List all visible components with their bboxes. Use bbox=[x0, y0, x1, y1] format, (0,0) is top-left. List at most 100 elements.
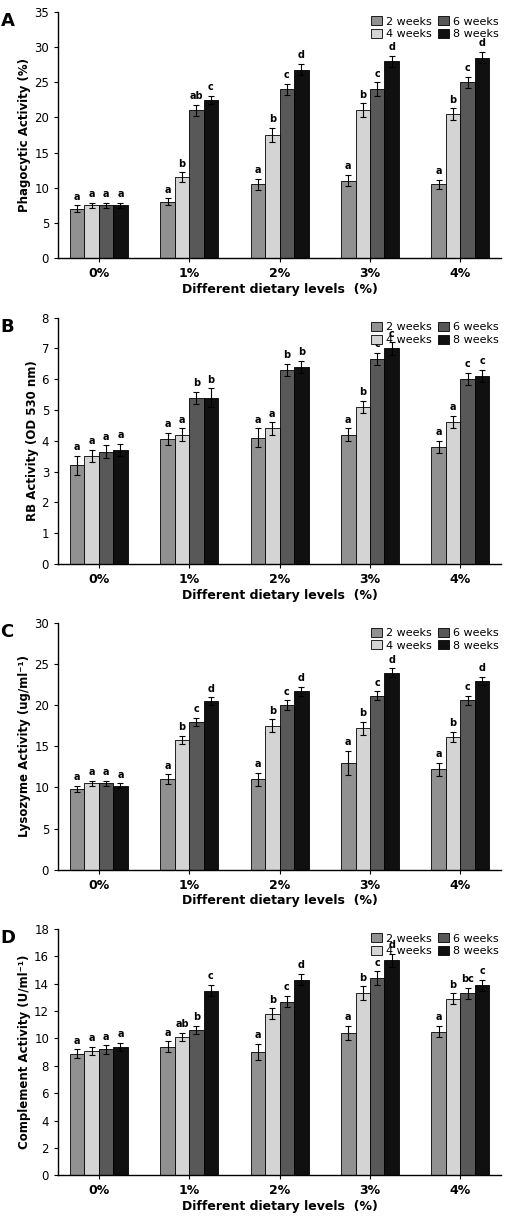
Text: a: a bbox=[435, 166, 442, 177]
Bar bbox=[446, 113, 460, 259]
Text: a: a bbox=[255, 759, 261, 769]
Bar bbox=[265, 135, 279, 259]
Bar bbox=[460, 379, 475, 564]
Text: a: a bbox=[88, 437, 95, 447]
Bar bbox=[370, 359, 385, 564]
Bar bbox=[113, 205, 128, 259]
Text: a: a bbox=[103, 189, 109, 199]
Text: b: b bbox=[178, 159, 185, 168]
Bar bbox=[446, 422, 460, 564]
Text: a: a bbox=[164, 760, 171, 771]
Text: a: a bbox=[164, 420, 171, 429]
Text: b: b bbox=[193, 378, 200, 388]
Text: c: c bbox=[465, 63, 470, 73]
Text: ab: ab bbox=[175, 1019, 189, 1030]
Bar bbox=[70, 789, 84, 870]
Text: a: a bbox=[117, 1028, 124, 1039]
Text: c: c bbox=[374, 68, 380, 78]
Y-axis label: Lysozyme Activity (ug/ml⁻¹): Lysozyme Activity (ug/ml⁻¹) bbox=[18, 655, 31, 837]
Text: D: D bbox=[1, 928, 16, 947]
Bar bbox=[189, 111, 204, 259]
Bar bbox=[370, 89, 385, 259]
X-axis label: Different dietary levels  (%): Different dietary levels (%) bbox=[182, 589, 377, 601]
Bar bbox=[431, 184, 446, 259]
Text: b: b bbox=[359, 90, 366, 100]
Bar bbox=[294, 367, 308, 564]
Text: a: a bbox=[74, 443, 80, 453]
Text: c: c bbox=[284, 982, 290, 992]
Bar bbox=[175, 1037, 189, 1175]
Text: c: c bbox=[208, 971, 214, 981]
Y-axis label: Phagocytic Activity (%): Phagocytic Activity (%) bbox=[18, 59, 31, 212]
Text: a: a bbox=[255, 1030, 261, 1041]
Bar bbox=[250, 438, 265, 564]
Bar bbox=[385, 672, 399, 870]
Bar bbox=[385, 349, 399, 564]
Y-axis label: Complement Activity (U/ml⁻¹): Complement Activity (U/ml⁻¹) bbox=[18, 955, 31, 1149]
Bar bbox=[175, 739, 189, 870]
Bar bbox=[99, 451, 113, 564]
Text: a: a bbox=[450, 403, 456, 412]
Text: a: a bbox=[255, 165, 261, 174]
Text: d: d bbox=[388, 939, 395, 950]
Text: c: c bbox=[479, 356, 485, 366]
Bar bbox=[431, 447, 446, 564]
Text: ab: ab bbox=[189, 92, 203, 101]
Text: c: c bbox=[284, 70, 290, 81]
Bar bbox=[70, 465, 84, 564]
Text: a: a bbox=[74, 1036, 80, 1046]
Text: a: a bbox=[103, 1032, 109, 1042]
Bar bbox=[160, 780, 175, 870]
Text: c: c bbox=[374, 958, 380, 967]
Bar bbox=[113, 1047, 128, 1175]
Bar bbox=[341, 181, 356, 259]
Text: a: a bbox=[88, 189, 95, 199]
Bar bbox=[250, 184, 265, 259]
Bar bbox=[175, 434, 189, 564]
Bar bbox=[204, 398, 218, 564]
Bar bbox=[189, 1030, 204, 1175]
Bar bbox=[356, 111, 370, 259]
Bar bbox=[113, 450, 128, 564]
Text: b: b bbox=[359, 708, 366, 719]
Bar bbox=[160, 201, 175, 259]
Bar bbox=[431, 1032, 446, 1175]
Bar bbox=[99, 1049, 113, 1175]
Text: a: a bbox=[435, 749, 442, 759]
Legend: 2 weeks, 4 weeks, 6 weeks, 8 weeks: 2 weeks, 4 weeks, 6 weeks, 8 weeks bbox=[369, 626, 500, 651]
Bar bbox=[250, 780, 265, 870]
Text: d: d bbox=[388, 41, 395, 52]
Bar bbox=[431, 770, 446, 870]
Text: b: b bbox=[269, 994, 276, 1005]
Bar bbox=[160, 1047, 175, 1175]
Bar bbox=[84, 1050, 99, 1175]
Bar bbox=[341, 762, 356, 870]
Text: a: a bbox=[74, 192, 80, 201]
Bar bbox=[279, 1002, 294, 1175]
Text: a: a bbox=[345, 415, 352, 425]
Text: b: b bbox=[178, 722, 185, 732]
Text: a: a bbox=[117, 189, 124, 199]
Bar bbox=[446, 999, 460, 1175]
Bar bbox=[160, 439, 175, 564]
Text: c: c bbox=[284, 687, 290, 697]
Text: b: b bbox=[269, 705, 276, 716]
Text: a: a bbox=[88, 767, 95, 777]
Bar bbox=[84, 456, 99, 564]
Bar bbox=[460, 700, 475, 870]
Text: d: d bbox=[298, 50, 305, 60]
Bar bbox=[204, 991, 218, 1175]
Text: d: d bbox=[479, 38, 486, 49]
Text: b: b bbox=[359, 387, 366, 396]
Text: c: c bbox=[479, 966, 485, 976]
Bar bbox=[341, 1033, 356, 1175]
Legend: 2 weeks, 4 weeks, 6 weeks, 8 weeks: 2 weeks, 4 weeks, 6 weeks, 8 weeks bbox=[369, 15, 500, 40]
Bar bbox=[294, 692, 308, 870]
Text: a: a bbox=[269, 409, 276, 418]
Bar bbox=[385, 61, 399, 259]
Text: a: a bbox=[117, 431, 124, 440]
Bar bbox=[204, 100, 218, 259]
Text: a: a bbox=[164, 1027, 171, 1037]
Text: d: d bbox=[298, 960, 305, 970]
Text: b: b bbox=[283, 350, 291, 360]
